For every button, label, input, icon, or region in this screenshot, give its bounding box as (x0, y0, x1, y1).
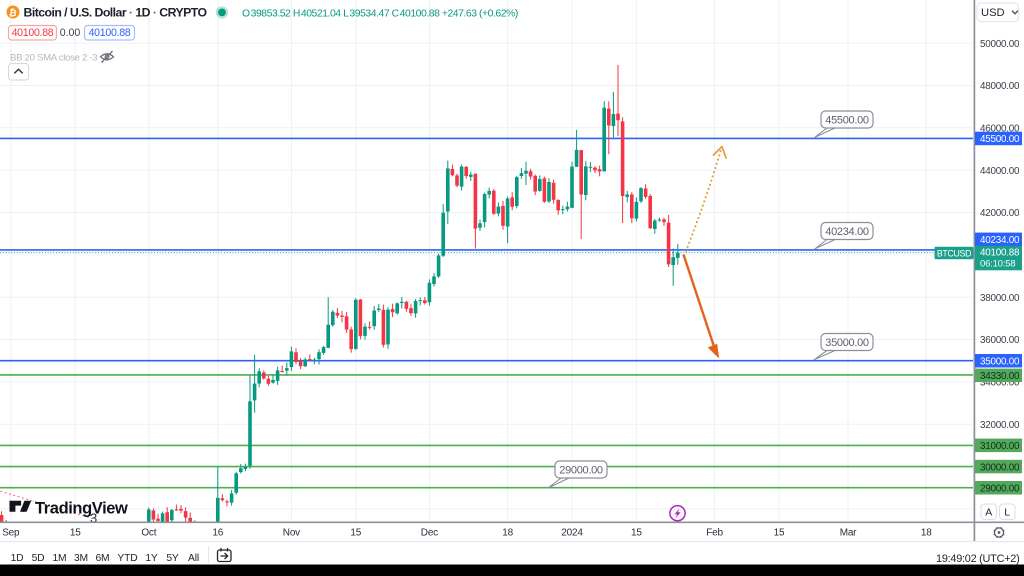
svg-text:29000.00: 29000.00 (559, 464, 603, 476)
svg-text:3: 3 (90, 511, 97, 526)
svg-text:1D: 1D (11, 553, 24, 564)
svg-text:5D: 5D (32, 553, 45, 564)
svg-text:18: 18 (502, 528, 513, 539)
svg-text:A: A (985, 507, 992, 519)
svg-text:15: 15 (774, 528, 785, 539)
svg-text:06:10:58: 06:10:58 (980, 258, 1015, 269)
svg-text:45500.00: 45500.00 (980, 134, 1020, 145)
svg-text:40100.88: 40100.88 (89, 27, 131, 39)
svg-text:34000.00: 34000.00 (980, 378, 1020, 389)
svg-text:TradingView: TradingView (35, 499, 128, 517)
svg-text:38000.00: 38000.00 (980, 293, 1020, 304)
svg-text:50000.00: 50000.00 (980, 39, 1020, 50)
svg-text:YTD: YTD (117, 553, 137, 564)
svg-text:BTCUSD: BTCUSD (937, 248, 971, 258)
svg-text:1M: 1M (52, 553, 66, 564)
svg-text:O39853.52 H40521.04 L39534.4: O39853.52 H40521.04 L39534.47 C40100.88 … (242, 8, 518, 19)
svg-text:Bitcoin / U.S. Dollar · 1D · C: Bitcoin / U.S. Dollar · 1D · CRYPTO (24, 6, 208, 20)
svg-text:BB 20 SMA close 2 -3: BB 20 SMA close 2 -3 (10, 53, 97, 64)
svg-text:16: 16 (212, 528, 223, 539)
svg-text:15: 15 (70, 528, 81, 539)
svg-text:34330.00: 34330.00 (980, 371, 1020, 382)
svg-text:All: All (188, 553, 199, 564)
svg-text:31000.00: 31000.00 (980, 441, 1020, 452)
svg-text:Feb: Feb (706, 528, 723, 539)
svg-text:2024: 2024 (561, 528, 583, 539)
svg-text:29000.00: 29000.00 (980, 483, 1020, 494)
svg-text:45500.00: 45500.00 (825, 114, 869, 126)
svg-text:32000.00: 32000.00 (980, 420, 1020, 431)
svg-text:15: 15 (350, 528, 361, 539)
svg-text:35000.00: 35000.00 (825, 337, 869, 349)
svg-text:46000.00: 46000.00 (980, 124, 1020, 135)
svg-text:Oct: Oct (141, 528, 156, 539)
svg-text:5Y: 5Y (166, 553, 179, 564)
svg-text:30000.00: 30000.00 (980, 462, 1020, 473)
svg-text:40100.88: 40100.88 (980, 248, 1020, 259)
svg-text:40100.88: 40100.88 (12, 27, 54, 39)
svg-text:Sep: Sep (2, 528, 20, 539)
svg-text:6M: 6M (95, 553, 109, 564)
svg-text:Mar: Mar (840, 528, 857, 539)
svg-text:L: L (1004, 507, 1010, 519)
svg-text:15: 15 (631, 528, 642, 539)
svg-text:40234.00: 40234.00 (825, 226, 869, 238)
svg-text:35000.00: 35000.00 (980, 356, 1020, 367)
svg-text:₿: ₿ (8, 7, 18, 19)
svg-text:0.00: 0.00 (60, 27, 81, 39)
svg-text:48000.00: 48000.00 (980, 81, 1020, 92)
svg-text:19:49:02 (UTC+2): 19:49:02 (UTC+2) (936, 553, 1019, 565)
svg-text:44000.00: 44000.00 (980, 166, 1020, 177)
svg-text:Dec: Dec (421, 528, 438, 539)
svg-text:36000.00: 36000.00 (980, 335, 1020, 346)
svg-text:40234.00: 40234.00 (980, 235, 1020, 246)
svg-text:1Y: 1Y (145, 553, 158, 564)
svg-text:Nov: Nov (283, 528, 300, 539)
svg-text:3M: 3M (74, 553, 88, 564)
svg-text:18: 18 (921, 528, 932, 539)
svg-text:42000.00: 42000.00 (980, 208, 1020, 219)
svg-text:USD: USD (981, 7, 1005, 19)
